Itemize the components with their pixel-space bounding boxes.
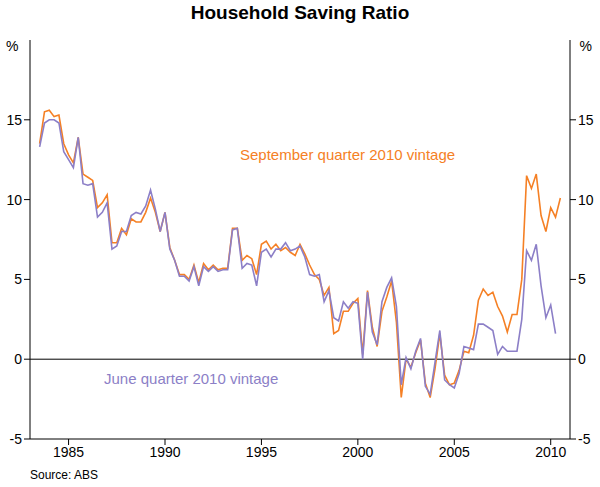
svg-text:5: 5 xyxy=(578,271,586,287)
svg-text:1985: 1985 xyxy=(53,444,84,460)
svg-text:10: 10 xyxy=(578,192,592,208)
svg-text:1995: 1995 xyxy=(246,444,277,460)
svg-text:0: 0 xyxy=(14,351,22,367)
svg-text:2000: 2000 xyxy=(342,444,373,460)
html-text:Household Saving Ratio: Household Saving Ratio xyxy=(190,2,410,23)
svg-text:5: 5 xyxy=(14,271,22,287)
html-text:September quarter 2010 vintage: September quarter 2010 vintage xyxy=(240,146,456,163)
svg-text:0: 0 xyxy=(578,351,586,367)
svg-text:-5: -5 xyxy=(10,431,23,447)
svg-text:-5: -5 xyxy=(578,431,591,447)
svg-text:15: 15 xyxy=(8,112,22,128)
svg-text:2010: 2010 xyxy=(535,444,566,460)
html-text:June quarter 2010 vintage: June quarter 2010 vintage xyxy=(104,370,279,387)
svg-text:10: 10 xyxy=(8,192,22,208)
svg-text:15: 15 xyxy=(578,112,592,128)
svg-text:2005: 2005 xyxy=(439,444,470,460)
svg-text:1990: 1990 xyxy=(149,444,180,460)
html-text:Source: ABS: Source: ABS xyxy=(30,468,98,482)
